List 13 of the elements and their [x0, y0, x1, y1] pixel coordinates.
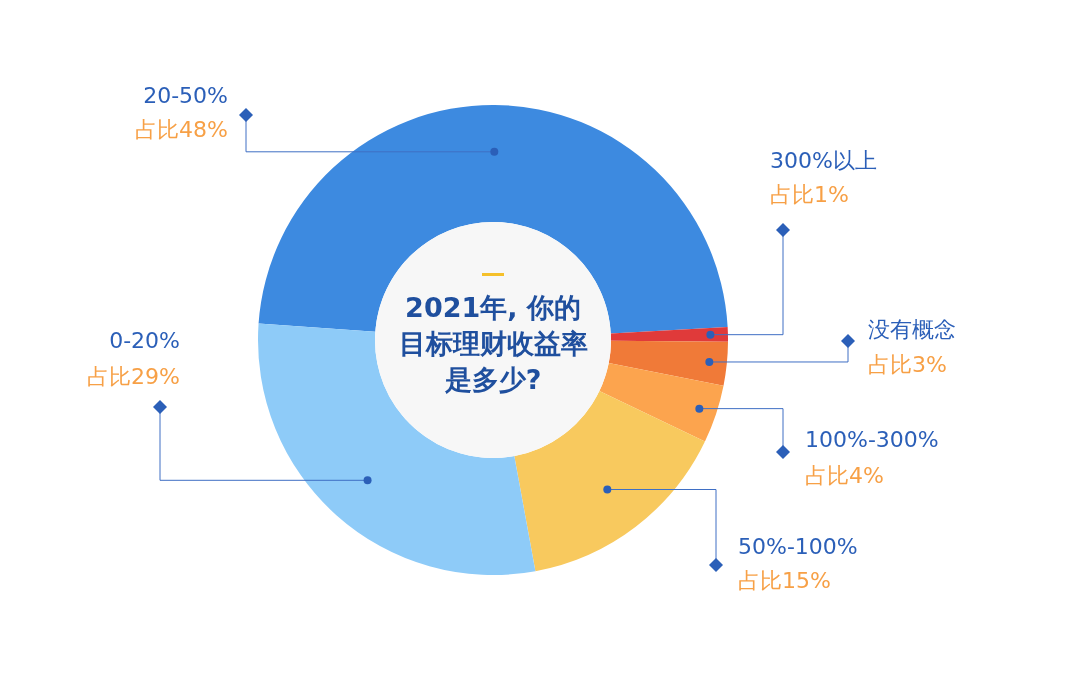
- text: 2021年, 你的目标理财收益率是多少?: [397, 291, 589, 397]
- slice-label: 50%-100%: [738, 533, 858, 559]
- data-label: 占比15%: [738, 567, 831, 593]
- slice-label: 0-20%: [109, 327, 180, 353]
- slice-label: 20-50%: [143, 82, 228, 108]
- data-label: 占比29%: [87, 363, 180, 389]
- slice-label: 300%以上: [770, 147, 877, 173]
- slice-label: 100%-300%: [805, 426, 939, 452]
- slice-label: 没有概念: [868, 316, 956, 342]
- data-label: 占比4%: [805, 462, 884, 488]
- data-label: 占比1%: [770, 181, 849, 207]
- data-label: 占比48%: [135, 116, 228, 142]
- data-label: 占比3%: [868, 351, 947, 377]
